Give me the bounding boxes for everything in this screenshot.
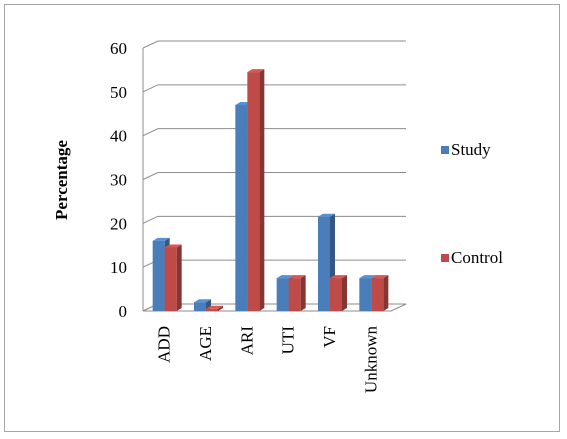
x-tick-uti: UTI <box>279 326 298 355</box>
gridline-40 <box>142 128 406 137</box>
chart-frame <box>4 4 560 432</box>
y-axis-label: Percentage <box>52 140 71 220</box>
x-tick-labels: ADD AGE ARI UTI VF Unknown <box>155 326 381 394</box>
gridline-30 <box>142 172 406 180</box>
x-tick-ari: ARI <box>237 326 256 356</box>
bar-control-vf <box>330 275 347 311</box>
x-tick-age: AGE <box>196 326 215 361</box>
bar-control-add <box>164 244 182 311</box>
legend: Study Control <box>441 140 503 267</box>
y-tick-0: 0 <box>119 302 128 321</box>
y-tick-50: 50 <box>110 83 127 102</box>
bar-control-uti <box>288 275 306 311</box>
legend-swatch-study <box>441 146 449 154</box>
gridline-10 <box>142 259 406 268</box>
x-tick-vf: VF <box>320 326 339 348</box>
gridline-20 <box>142 215 406 224</box>
gridlines <box>142 40 406 312</box>
y-tick-30: 30 <box>110 171 127 190</box>
legend-item-study: Study <box>441 140 491 159</box>
y-tick-40: 40 <box>110 127 127 146</box>
chart-walls <box>142 48 407 312</box>
y-tick-60: 60 <box>110 39 127 58</box>
gridline-60 <box>142 40 406 49</box>
legend-label-study: Study <box>451 140 491 159</box>
gridline-50 <box>142 84 406 93</box>
legend-swatch-control <box>441 254 449 262</box>
bars <box>152 69 389 311</box>
legend-label-control: Control <box>451 248 503 267</box>
y-tick-labels: 0 10 20 30 40 50 60 <box>110 39 127 321</box>
bar-control-ari <box>247 69 265 311</box>
bar-control-age <box>206 305 223 311</box>
y-tick-20: 20 <box>110 214 127 233</box>
x-tick-unknown: Unknown <box>361 326 380 394</box>
y-tick-10: 10 <box>110 258 127 277</box>
x-tick-add: ADD <box>155 326 174 363</box>
legend-item-control: Control <box>441 248 503 267</box>
bar-control-unknown <box>371 275 389 311</box>
